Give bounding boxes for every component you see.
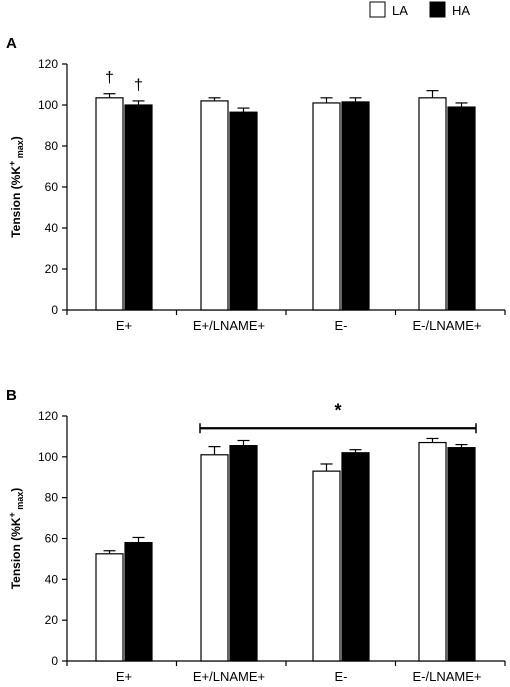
panel-b-bar-ha-3	[447, 447, 476, 662]
panel-b-bar-la-3	[418, 441, 447, 662]
panel-b-y-tick-label: 100	[38, 450, 58, 464]
panel-b-y-axis-label: Tension (%K+ max)	[7, 488, 25, 590]
panel-b-y-tick-label: 120	[38, 409, 58, 423]
panel-b-category-label: E-	[335, 669, 348, 684]
panel-a-y-tick-label: 120	[38, 57, 58, 71]
panel-b-bar-ha-0	[124, 541, 153, 662]
panel-b-y-tick-label: 0	[51, 654, 58, 668]
panel-b-category-label: E-/LNAME+	[413, 669, 482, 684]
panel-a-bar-ha-3	[447, 106, 476, 311]
panel-b-y-tick-label: 20	[45, 613, 59, 627]
legend-label-la: LA	[392, 3, 408, 18]
panel-a-y-tick-label: 20	[45, 262, 59, 276]
panel-a-annotation-dagger: †	[105, 70, 114, 87]
panel-a-chart: A Tension (%K+ max) 0 20 40 60 80 100 120 E+ E+/LN…	[6, 35, 506, 333]
panel-a-bar-la-0	[95, 97, 124, 311]
panel-a-category-label: E-/LNAME+	[413, 318, 482, 333]
panel-b-chart: B Tension (%K+ max) 0 20 40 60 80 100 120 E+ E+/LN…	[6, 387, 506, 684]
panel-a-bar-la-2	[312, 102, 341, 311]
panel-a-category-label: E+/LNAME+	[193, 318, 265, 333]
panel-a-y-tick-label: 100	[38, 98, 58, 112]
panel-b-y-tick-label: 40	[45, 572, 59, 586]
panel-b-bar-la-2	[312, 470, 341, 662]
panel-b-bar-la-1	[200, 454, 229, 662]
panel-a-y-tick-label: 0	[51, 303, 58, 317]
panel-b-label: B	[6, 387, 17, 404]
panel-a-bar-la-3	[418, 97, 447, 311]
panel-a-bar-la-1	[200, 100, 229, 311]
panel-a-bar-ha-2	[341, 101, 370, 311]
panel-a-category-label: E-	[335, 318, 348, 333]
legend-swatch-la	[369, 1, 386, 18]
panel-b-y-tick-label: 80	[45, 491, 59, 505]
legend-label-ha: HA	[452, 3, 470, 18]
panel-b-category-label: E+/LNAME+	[193, 669, 265, 684]
panel-b-bar-la-0	[95, 553, 124, 662]
panel-a-bar-ha-0	[124, 104, 153, 311]
panel-a-y-tick-label: 80	[45, 139, 59, 153]
panel-a-annotation-dagger: †	[134, 77, 143, 94]
panel-b-significance-star: *	[334, 400, 341, 420]
panel-b-y-tick-label: 60	[45, 532, 59, 546]
panel-b-bar-ha-2	[341, 452, 370, 662]
legend: LA HA	[369, 1, 470, 18]
panel-a-label: A	[6, 35, 17, 52]
panel-a-y-tick-label: 60	[45, 180, 59, 194]
panel-a-bar-ha-1	[229, 111, 258, 311]
panel-a-y-axis-label: Tension (%K+ max)	[7, 136, 25, 238]
panel-b-bar-ha-1	[229, 445, 258, 662]
panel-b-category-label: E+	[116, 669, 132, 684]
panel-a-y-tick-label: 40	[45, 221, 59, 235]
legend-swatch-ha	[429, 1, 446, 18]
panel-a-category-label: E+	[116, 318, 132, 333]
